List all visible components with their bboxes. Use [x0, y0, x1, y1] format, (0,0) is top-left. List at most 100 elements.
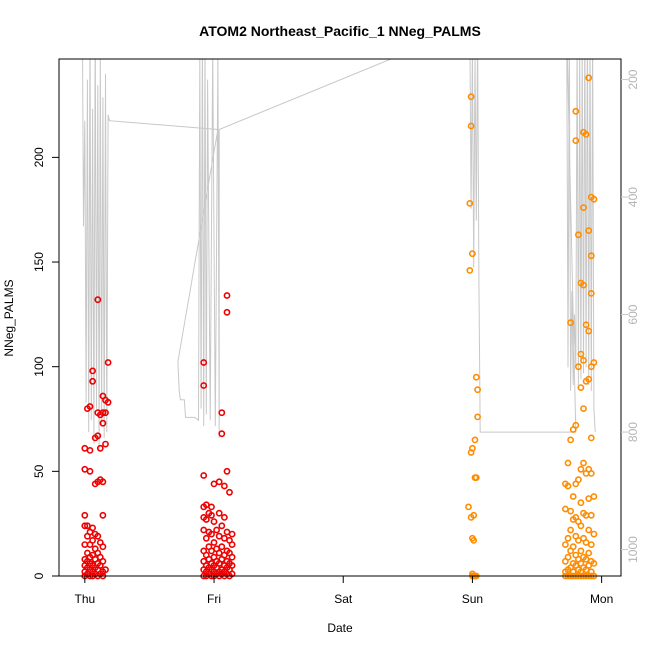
data-point — [587, 511, 595, 519]
data-point — [228, 541, 236, 548]
data-point — [569, 493, 577, 500]
data-point — [590, 195, 598, 203]
data-point — [564, 482, 572, 490]
data-point — [86, 403, 94, 410]
data-point — [580, 281, 587, 289]
data-point — [580, 405, 587, 412]
data-point — [572, 107, 580, 115]
data-point — [226, 488, 233, 496]
secondary-y-axis: 200 400 600 800 1000 — [621, 69, 640, 563]
data-point — [210, 539, 218, 546]
data-point — [585, 526, 593, 534]
data-point — [585, 74, 593, 82]
data-point — [102, 440, 109, 448]
data-point — [587, 289, 595, 297]
data-point — [587, 252, 595, 260]
data-point — [467, 122, 475, 130]
data-point — [582, 321, 590, 329]
data-point — [472, 373, 480, 381]
pressure-line — [82, 59, 596, 450]
y-tick-label: 100 — [32, 356, 46, 376]
data-point — [580, 356, 587, 364]
data-point — [587, 469, 595, 477]
data-point — [104, 359, 112, 366]
data-point — [228, 553, 236, 561]
data-point — [89, 367, 96, 375]
data-point — [102, 409, 109, 417]
y-tick-label: 0 — [32, 572, 46, 579]
data-point — [572, 421, 580, 429]
data-point — [215, 509, 223, 517]
data-point — [81, 522, 89, 530]
secondary-y-tick-label: 800 — [626, 422, 640, 442]
data-point — [575, 231, 582, 239]
data-point — [89, 377, 96, 385]
data-point — [96, 444, 104, 452]
data-point — [577, 350, 585, 358]
data-point — [564, 459, 572, 467]
x-axis: Thu Fri Sat Sun Mon — [74, 575, 613, 606]
data-point — [223, 467, 231, 475]
data-point — [228, 530, 236, 538]
data-point — [81, 511, 89, 519]
data-point — [99, 511, 107, 519]
data-point — [466, 266, 474, 274]
data-point — [200, 382, 208, 389]
data-point — [89, 537, 96, 544]
data-point — [567, 526, 574, 534]
data-point — [213, 526, 220, 534]
data-point — [585, 549, 593, 557]
data-points-layer — [81, 74, 598, 580]
data-point — [472, 474, 480, 481]
data-point — [223, 292, 231, 299]
data-point — [564, 553, 572, 561]
data-point — [215, 478, 223, 486]
data-point — [590, 493, 598, 500]
data-point — [228, 570, 236, 578]
secondary-y-tick-label: 400 — [626, 187, 640, 207]
data-point — [580, 204, 587, 211]
data-point — [218, 430, 226, 438]
data-point — [590, 530, 598, 538]
y-tick-label: 50 — [32, 464, 46, 478]
data-point — [567, 319, 574, 327]
data-point — [220, 482, 228, 490]
data-point — [470, 537, 478, 544]
x-axis-label: Date — [327, 621, 353, 635]
data-point — [474, 413, 481, 421]
data-point — [94, 532, 102, 540]
data-point — [208, 511, 215, 519]
data-point — [575, 363, 582, 371]
x-tick-label: Sun — [462, 592, 483, 606]
data-point — [467, 93, 475, 101]
data-point — [102, 566, 109, 574]
chart-title: ATOM2 Northeast_Pacific_1 NNeg_PALMS — [199, 23, 481, 39]
data-point — [99, 478, 107, 486]
data-point — [99, 409, 107, 417]
data-point — [200, 359, 208, 366]
data-point — [99, 419, 107, 427]
data-point — [466, 199, 474, 207]
data-point — [577, 384, 585, 391]
x-tick-label: Fri — [207, 592, 221, 606]
data-point — [220, 514, 228, 521]
x-tick-label: Thu — [74, 592, 95, 606]
y-tick-label: 150 — [32, 252, 46, 272]
data-point — [208, 503, 215, 511]
x-tick-label: Sat — [334, 592, 353, 606]
plot-frame — [58, 58, 622, 577]
data-point — [567, 436, 574, 444]
x-tick-label: Mon — [590, 592, 613, 606]
data-point — [468, 444, 476, 452]
pressure-line-layer — [82, 59, 596, 450]
data-point — [564, 534, 572, 542]
data-point — [94, 296, 102, 304]
data-point — [89, 524, 96, 532]
secondary-y-tick-label: 600 — [626, 304, 640, 324]
data-point — [590, 560, 598, 567]
data-point — [210, 518, 218, 525]
secondary-y-tick-label: 200 — [626, 69, 640, 89]
data-point — [218, 543, 226, 551]
data-point — [585, 227, 593, 234]
data-point — [218, 409, 226, 417]
